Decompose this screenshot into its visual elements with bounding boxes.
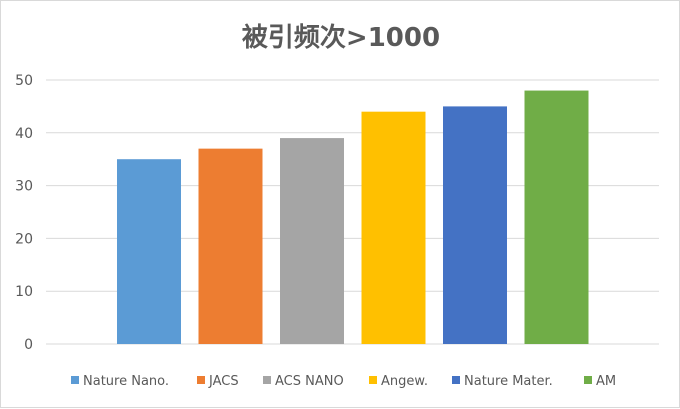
legend-swatch <box>452 376 460 384</box>
legend-swatch <box>197 376 205 384</box>
chart-title: 被引频次>1000 <box>242 23 440 53</box>
bar-nature-nano <box>117 159 181 344</box>
legend-swatch <box>369 376 377 384</box>
legend-item: Nature Nano. <box>71 374 169 389</box>
legend-label: Angew. <box>381 374 428 389</box>
legend-swatch <box>263 376 271 384</box>
legend-label: ACS NANO <box>275 374 344 389</box>
legend-label: AM <box>596 374 616 389</box>
bar-am <box>524 90 589 344</box>
bar-nature-mater <box>443 106 507 345</box>
legend-label: JACS <box>208 374 239 389</box>
legend-item: JACS <box>197 374 239 389</box>
legend-label: Nature Nano. <box>83 374 169 389</box>
legend: Nature Nano. JACS ACS NANO Angew. Nature Mat… <box>71 374 616 389</box>
bar-acs-nano <box>280 138 344 344</box>
legend-item: Angew. <box>369 374 428 389</box>
legend-item: ACS NANO <box>263 374 344 389</box>
bar-jacs <box>198 148 263 344</box>
legend-swatch <box>71 376 79 384</box>
legend-label: Nature Mater. <box>464 374 553 389</box>
y-tick-label: 20 <box>15 231 33 247</box>
legend-item: AM <box>584 374 616 389</box>
y-tick-label: 50 <box>15 73 33 89</box>
y-tick-label: 30 <box>15 179 33 195</box>
y-axis-ticks: 0 10 20 30 40 50 <box>15 73 33 353</box>
legend-swatch <box>584 376 592 384</box>
y-tick-label: 10 <box>15 284 33 300</box>
legend-item: Nature Mater. <box>452 374 553 389</box>
bars <box>117 90 589 345</box>
y-tick-label: 0 <box>24 337 33 353</box>
bar-angew <box>361 111 426 345</box>
y-tick-label: 40 <box>15 126 33 142</box>
